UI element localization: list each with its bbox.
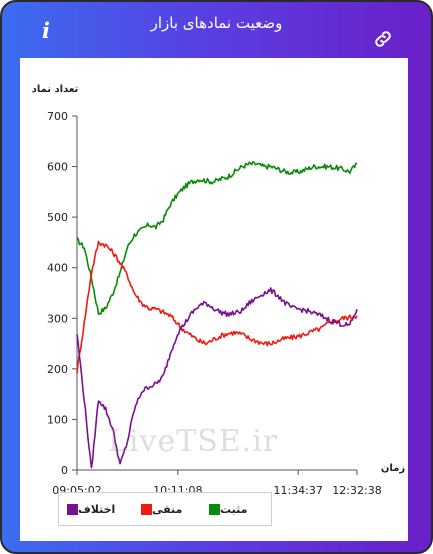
chart-panel: 0 100 200 300 400 500 600 700 09:05:02 10:11:08 11… (20, 58, 408, 541)
y-tick-label: 400 (47, 262, 68, 275)
y-tick-label: 200 (47, 363, 68, 376)
header: i وضعیت نمادهای بازار (2, 2, 431, 58)
y-tick-label: 700 (47, 110, 68, 123)
legend-label: اختلاف (78, 502, 116, 516)
page-title: وضعیت نمادهای بازار (150, 14, 283, 32)
series-line-1 (76, 161, 358, 315)
legend-swatch (67, 503, 78, 515)
chart-legend: اختلاف منفی مثبت (58, 492, 272, 526)
series-line-2 (76, 240, 358, 374)
legend-swatch (141, 503, 152, 515)
legend-item[interactable]: اختلاف (67, 502, 121, 518)
legend-label: مثبت (220, 502, 248, 516)
legend-label: منفی (152, 502, 183, 516)
y-axis-title: تعداد نماد (32, 84, 79, 95)
y-tick-label: 600 (47, 161, 68, 174)
legend-swatch (209, 503, 220, 515)
watermark: LiveTSE.ir (108, 424, 279, 459)
legend-item[interactable]: مثبت (209, 502, 253, 518)
y-tick-label: 100 (47, 413, 68, 426)
series-line-3 (76, 287, 358, 469)
x-tick-label: 12:32:38 (332, 484, 381, 497)
x-axis-title: زمان (381, 463, 405, 474)
link-icon[interactable] (372, 28, 394, 50)
info-icon[interactable]: i (42, 18, 50, 43)
x-tick-label: 11:34:37 (273, 484, 322, 497)
y-tick-label: 300 (47, 312, 68, 325)
y-tick-label: 0 (61, 464, 68, 477)
y-tick-label: 500 (47, 211, 68, 224)
legend-item[interactable]: منفی (141, 502, 188, 518)
